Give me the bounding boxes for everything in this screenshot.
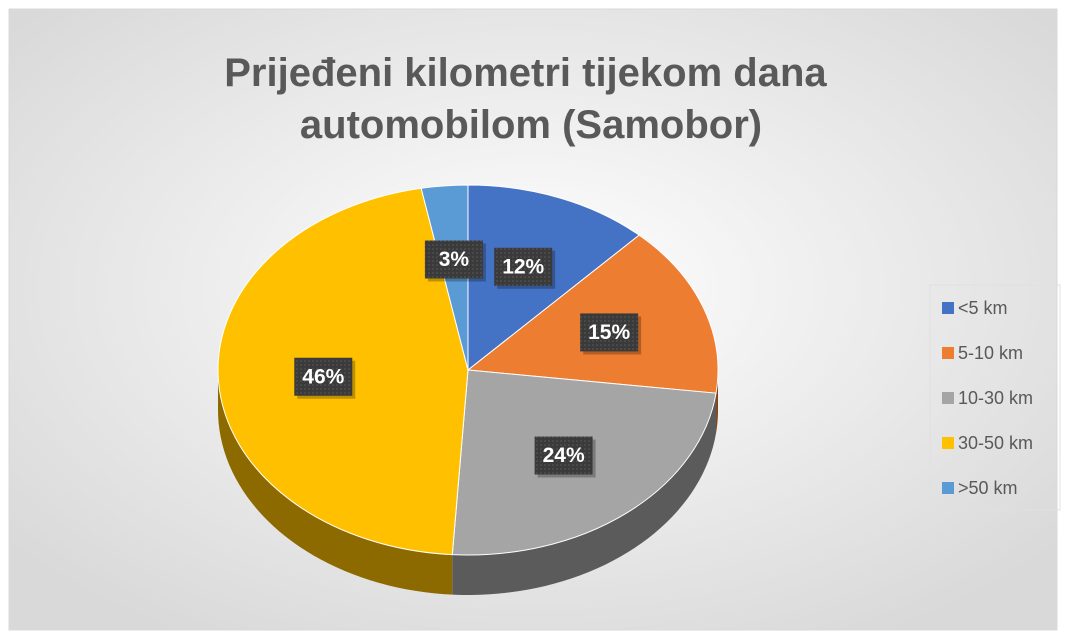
data-label-box xyxy=(494,247,553,286)
title-line: Prijeđeni kilometri tijekom dana xyxy=(224,51,827,95)
legend-swatch xyxy=(942,347,954,359)
legend-label: 30-50 km xyxy=(958,433,1033,453)
data-label: 3% xyxy=(439,248,470,271)
data-label-box xyxy=(424,240,483,279)
legend-swatch xyxy=(942,302,954,314)
data-label: 24% xyxy=(543,444,585,467)
legend-swatch xyxy=(942,392,954,404)
legend-swatch xyxy=(942,437,954,449)
legend-label: 10-30 km xyxy=(958,388,1033,408)
data-label-box xyxy=(534,436,593,475)
legend-swatch xyxy=(942,482,954,494)
data-label: 46% xyxy=(302,365,344,388)
legend-label: 5-10 km xyxy=(958,343,1023,363)
data-label: 15% xyxy=(588,321,630,344)
legend-label: >50 km xyxy=(958,478,1018,498)
slice-side xyxy=(452,393,717,595)
slice xyxy=(467,184,640,372)
chart-title: Prijeđeni kilometri tijekom dana automob… xyxy=(224,51,838,147)
slice-side xyxy=(218,370,453,595)
data-label-box xyxy=(294,357,353,396)
data-label-box xyxy=(580,313,639,352)
legend-box xyxy=(929,284,1061,511)
legend-label: <5 km xyxy=(958,298,1008,318)
title-line: automobilom (Samobor) xyxy=(300,103,762,147)
data-label: 12% xyxy=(502,255,544,278)
